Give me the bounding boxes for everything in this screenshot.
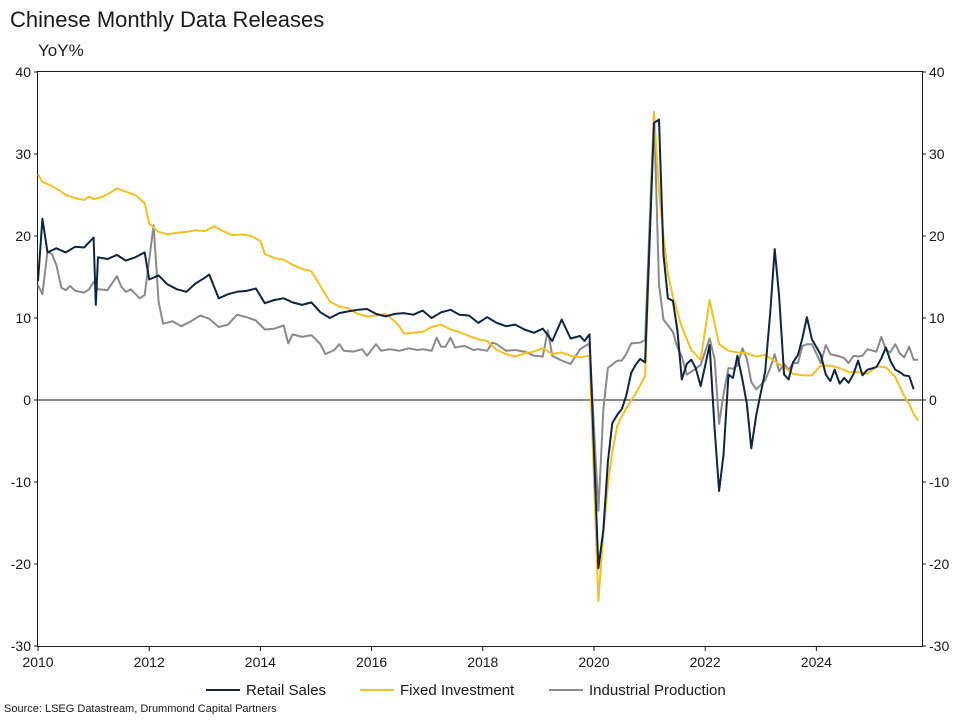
series-line-fixed-investment — [37, 112, 919, 602]
y-tick-label-left: 20 — [15, 228, 31, 244]
y-tick-label-right: -30 — [929, 638, 949, 654]
y-tick-label-right: 20 — [929, 228, 945, 244]
y-tick-label-right: 10 — [929, 310, 945, 326]
legend-label-fixed-investment: Fixed Investment — [400, 682, 515, 699]
y-tick-label-left: -20 — [11, 556, 31, 572]
y-tick-label-left: -30 — [11, 638, 31, 654]
chart-subtitle: YoY% — [38, 41, 84, 60]
legend: Retail Sales Fixed Investment Industrial P… — [206, 682, 726, 699]
x-tick-label: 2018 — [467, 654, 498, 670]
legend-label-industrial-production: Industrial Production — [589, 682, 726, 699]
chart-title: Chinese Monthly Data Releases — [10, 7, 325, 32]
series-line-industrial-production — [37, 111, 919, 512]
series-line-retail-sales — [37, 118, 915, 570]
x-tick-label: 2010 — [22, 654, 53, 670]
legend-label-retail-sales: Retail Sales — [246, 682, 326, 699]
x-tick-label: 2016 — [356, 654, 387, 670]
y-tick-label-right: -10 — [929, 474, 949, 490]
x-tick-label: 2014 — [245, 654, 276, 670]
y-tick-label-left: 10 — [15, 310, 31, 326]
x-tick-label: 2012 — [134, 654, 165, 670]
y-tick-label-right: 30 — [929, 146, 945, 162]
y-tick-label-right: 0 — [929, 392, 937, 408]
y-tick-label-right: 40 — [929, 64, 945, 80]
x-tick-label: 2024 — [801, 654, 832, 670]
y-tick-label-right: -20 — [929, 556, 949, 572]
chart-source-note: Source: LSEG Datastream, Drummond Capita… — [4, 703, 277, 715]
x-tick-label: 2022 — [690, 654, 721, 670]
series-layer — [37, 111, 919, 602]
plot-frame — [37, 71, 923, 647]
y-tick-label-left: -10 — [11, 474, 31, 490]
y-tick-label-left: 30 — [15, 146, 31, 162]
x-tick-label: 2020 — [578, 654, 609, 670]
y-tick-label-left: 40 — [15, 64, 31, 80]
y-tick-label-left: 0 — [23, 392, 31, 408]
